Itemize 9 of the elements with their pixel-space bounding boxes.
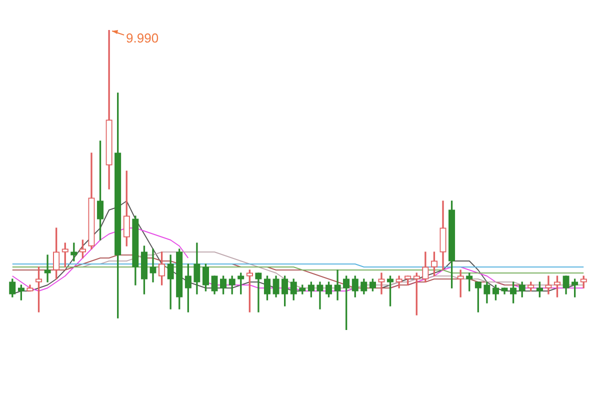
candlestick [457, 270, 464, 298]
candlestick [545, 276, 552, 294]
candlestick [150, 248, 156, 282]
annotation: 9.990 [126, 30, 159, 46]
candlestick [378, 272, 385, 294]
candlestick [334, 270, 341, 300]
candlestick [255, 272, 262, 312]
candlestick [44, 254, 51, 282]
candlestick [316, 282, 324, 310]
